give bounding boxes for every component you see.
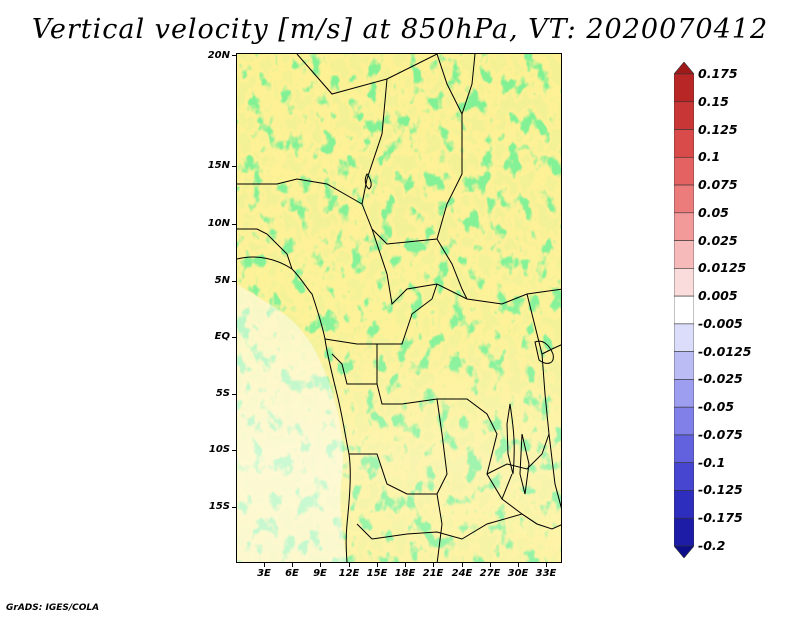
colorbar-segment bbox=[674, 406, 694, 436]
colorbar-segment bbox=[674, 545, 694, 558]
lon-tick bbox=[349, 563, 350, 567]
lon-label: 3E bbox=[257, 568, 271, 579]
lat-label: 5S bbox=[215, 388, 230, 399]
lon-label: 9E bbox=[313, 568, 327, 579]
colorbar-label: -0.05 bbox=[698, 399, 735, 415]
colorbar-segment bbox=[674, 73, 694, 103]
colorbar-label: 0.075 bbox=[698, 177, 738, 193]
map-panel bbox=[236, 53, 562, 563]
colorbar-segment bbox=[674, 129, 694, 158]
lon-label: 33E bbox=[535, 568, 557, 579]
colorbar-segment bbox=[674, 379, 694, 408]
colorbar-label: 0.1 bbox=[698, 149, 721, 165]
lat-label: 5N bbox=[214, 275, 230, 286]
country-boundaries bbox=[237, 54, 561, 562]
lon-tick bbox=[462, 563, 463, 567]
colorbar-segment bbox=[674, 184, 694, 214]
colorbar-label: 0.125 bbox=[698, 121, 738, 137]
colorbar-segment bbox=[674, 490, 694, 519]
colorbar-segment bbox=[674, 323, 694, 352]
lon-tick bbox=[518, 563, 519, 567]
lat-tick bbox=[232, 281, 236, 282]
lon-tick bbox=[292, 563, 293, 567]
colorbar-label: 0.175 bbox=[698, 66, 738, 81]
lon-label: 6E bbox=[285, 568, 299, 579]
colorbar-label: -0.075 bbox=[698, 426, 743, 442]
colorbar bbox=[674, 62, 694, 558]
lon-tick bbox=[320, 563, 321, 567]
velocity-field bbox=[237, 54, 561, 562]
software-credit: GrADS: IGES/COLA bbox=[6, 603, 100, 613]
lon-tick bbox=[433, 563, 434, 567]
colorbar-segment bbox=[674, 212, 694, 241]
lakes bbox=[364, 173, 554, 495]
lat-tick bbox=[232, 166, 236, 167]
lon-tick bbox=[377, 563, 378, 567]
colorbar-label: 0.0125 bbox=[698, 260, 747, 276]
lat-tick bbox=[232, 337, 236, 338]
lon-label: 12E bbox=[338, 568, 360, 579]
lon-tick bbox=[546, 563, 547, 567]
colorbar-segments bbox=[674, 62, 694, 558]
colorbar-label: -0.175 bbox=[698, 510, 743, 526]
lon-label: 24E bbox=[451, 568, 473, 579]
lat-label: 20N bbox=[207, 50, 230, 61]
colorbar-segment bbox=[674, 62, 694, 75]
colorbar-label: 0.005 bbox=[698, 288, 738, 304]
lat-tick bbox=[232, 224, 236, 225]
colorbar-label: -0.025 bbox=[698, 371, 743, 387]
colorbar-segment bbox=[674, 156, 694, 186]
colorbar-segment bbox=[674, 462, 694, 491]
lon-label: 18E bbox=[394, 568, 416, 579]
colorbar-segment bbox=[674, 351, 694, 380]
colorbar-label: -0.1 bbox=[698, 454, 726, 470]
colorbar-segment bbox=[674, 434, 694, 464]
lat-tick bbox=[232, 507, 236, 508]
colorbar-segment bbox=[674, 517, 694, 547]
colorbar-label: 0.05 bbox=[698, 204, 729, 220]
lon-label: 21E bbox=[422, 568, 444, 579]
colorbar-segment bbox=[674, 268, 694, 297]
colorbar-label: -0.2 bbox=[698, 538, 726, 553]
lat-tick bbox=[232, 450, 236, 451]
colorbar-segment bbox=[674, 101, 694, 130]
colorbar-segment bbox=[674, 295, 694, 325]
map-title: Vertical velocity [m/s] at 850hPa, VT: 2… bbox=[31, 14, 769, 45]
colorbar-label: -0.125 bbox=[698, 482, 743, 498]
lon-label: 27E bbox=[479, 568, 501, 579]
lat-tick bbox=[232, 55, 236, 56]
lat-label: 15N bbox=[207, 160, 230, 171]
colorbar-segment bbox=[674, 240, 694, 269]
lat-label: EQ bbox=[214, 331, 230, 342]
colorbar-label: 0.15 bbox=[698, 93, 729, 109]
colorbar-label: -0.005 bbox=[698, 315, 743, 331]
lat-label: 15S bbox=[208, 501, 230, 512]
lon-tick bbox=[264, 563, 265, 567]
lat-label: 10N bbox=[207, 218, 230, 229]
lon-tick bbox=[405, 563, 406, 567]
lon-tick bbox=[490, 563, 491, 567]
lon-label: 30E bbox=[507, 568, 529, 579]
colorbar-label: -0.0125 bbox=[698, 343, 752, 359]
lon-label: 15E bbox=[366, 568, 388, 579]
colorbar-label: 0.025 bbox=[698, 232, 738, 248]
lat-tick bbox=[232, 394, 236, 395]
lat-label: 10S bbox=[208, 444, 230, 455]
